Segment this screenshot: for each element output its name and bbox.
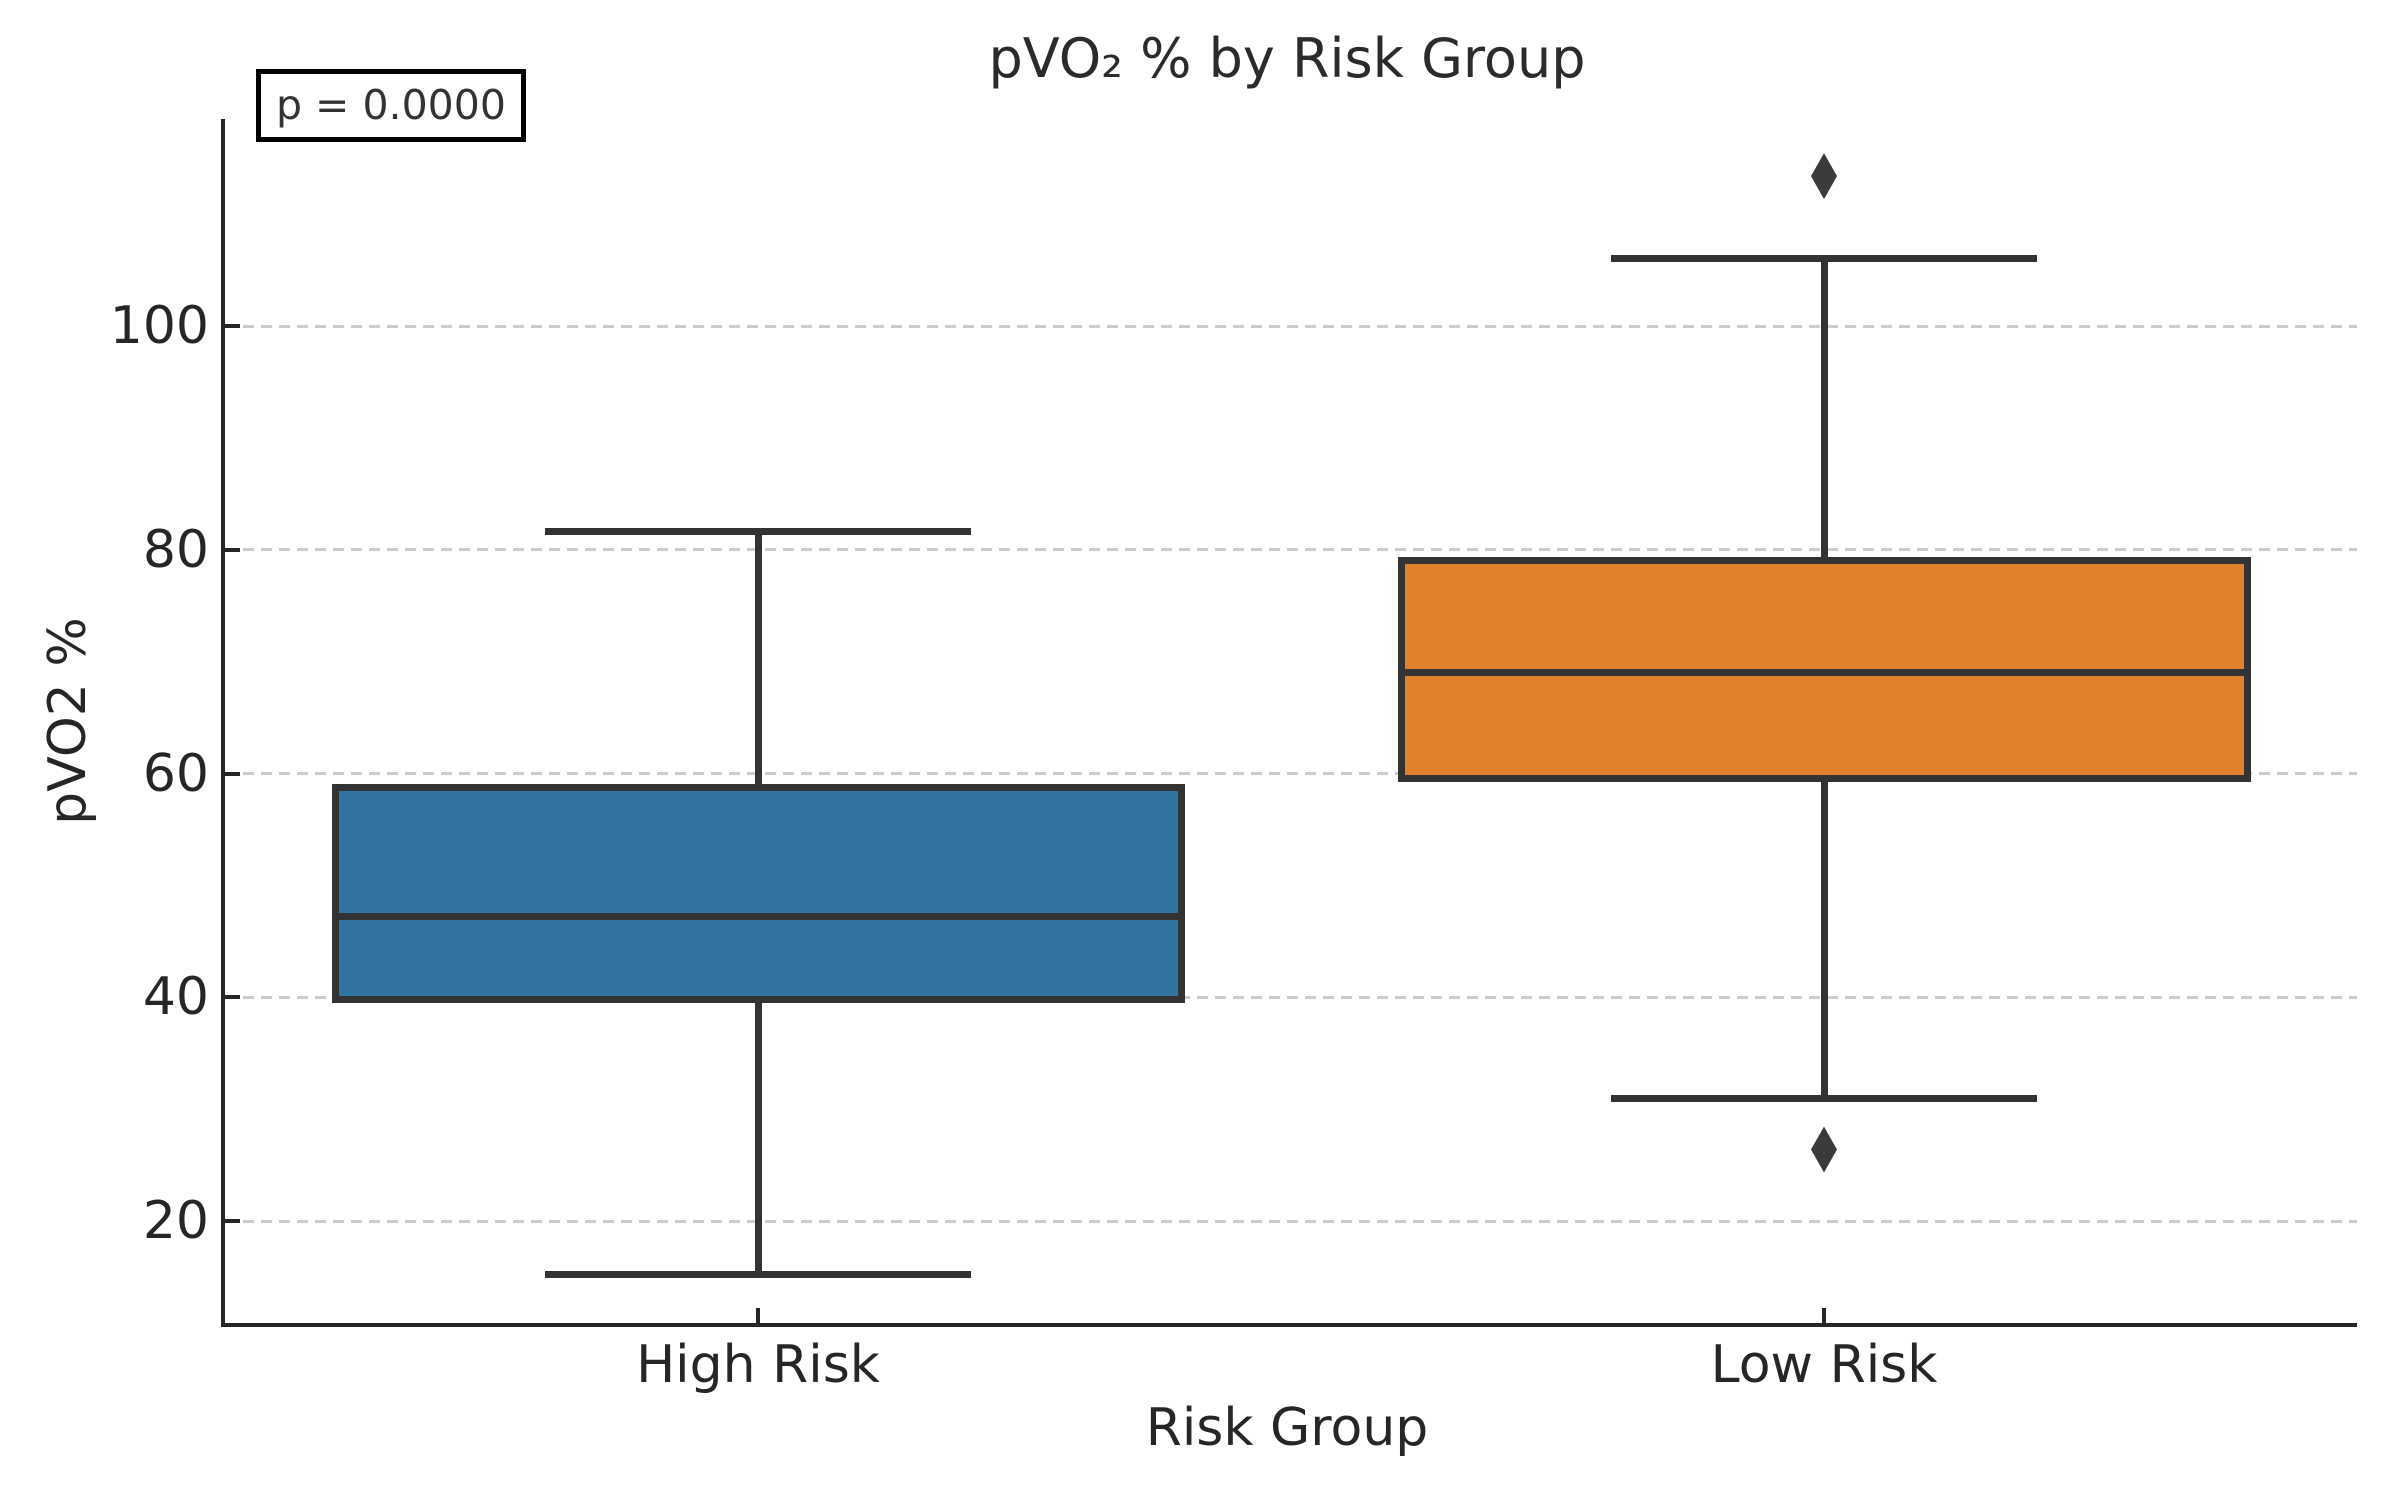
lower-whisker-cap [545,1271,971,1279]
lower-whisker-line [1820,778,1828,1099]
chart-title: pVO₂ % by Risk Group [988,27,1586,90]
y-tick-label: 60 [142,743,209,804]
y-tick-label: 20 [142,1191,209,1252]
median-line [331,913,1185,921]
lower-whisker-line [754,999,762,1275]
gridline [225,995,2357,999]
lower-whisker-cap [1611,1094,2037,1102]
upper-whisker-line [754,531,762,787]
y-tick-mark [225,547,240,552]
gridline [225,772,2357,776]
y-tick-mark [225,1219,240,1224]
upper-whisker-line [1820,258,1828,561]
upper-whisker-cap [1611,255,2037,263]
y-tick-label: 40 [142,967,209,1028]
box-high-risk [331,783,1185,1004]
gridline [225,1219,2357,1223]
plot-area: 20 40 60 80 100 High Risk Low Risk [110,119,2357,1391]
x-tick-mark [756,1308,760,1323]
median-line [1397,669,2251,677]
y-tick-label: 100 [109,296,209,356]
y-tick-mark [225,771,240,776]
x-tick-mark [1822,1308,1826,1323]
outlier-diamond [1811,153,1837,200]
p-value-annotation: p = 0.0000 [256,69,526,142]
y-tick-mark [225,324,240,328]
gridline [225,548,2357,552]
x-axis-label: Risk Group [1145,1398,1429,1458]
x-tick-label: High Risk [636,1335,880,1395]
outlier-diamond [1811,1126,1837,1173]
upper-whisker-cap [545,528,971,536]
gridline [225,324,2357,328]
x-tick-label: Low Risk [1710,1335,1938,1395]
y-tick-mark [225,995,240,1000]
y-tick-label: 80 [142,519,209,580]
